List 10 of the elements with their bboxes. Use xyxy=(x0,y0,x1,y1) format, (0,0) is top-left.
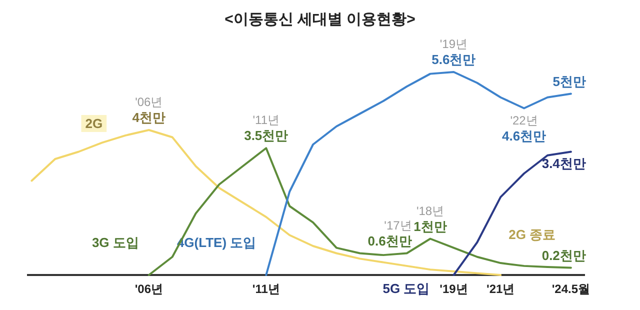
annotation: 3G 도입 xyxy=(92,235,139,250)
x-tick-label: '21년 xyxy=(486,282,515,296)
x-tick-label: '24.5월 xyxy=(552,282,590,296)
chart-title: <이동통신 세대별 이용현황> xyxy=(224,11,416,28)
series-label: 2G xyxy=(85,116,103,131)
x-tick-label: '19년 xyxy=(440,282,468,296)
x-tick-label: '06년 xyxy=(134,282,164,296)
annotation: 2G 종료 xyxy=(508,227,556,242)
annotation: 5G 도입 xyxy=(382,281,430,296)
x-tick-label: '11년 xyxy=(252,282,280,296)
